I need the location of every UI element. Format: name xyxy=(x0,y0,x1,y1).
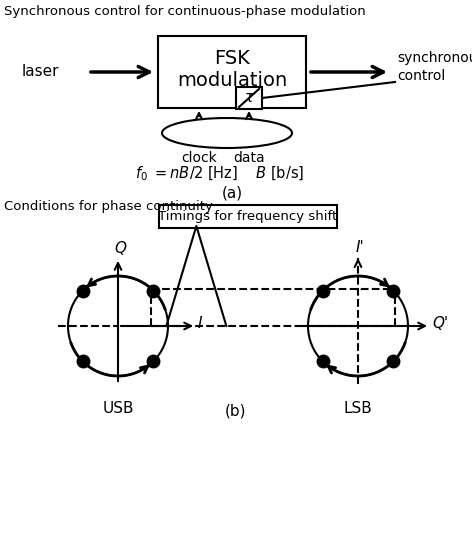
Text: clock: clock xyxy=(181,151,217,165)
Text: synchronous
control: synchronous control xyxy=(397,52,472,83)
Ellipse shape xyxy=(162,118,292,148)
Text: laser: laser xyxy=(22,65,59,79)
Text: τ: τ xyxy=(244,89,253,105)
Text: Timings for frequency shift: Timings for frequency shift xyxy=(159,210,337,223)
Text: I: I xyxy=(198,317,202,332)
Text: Q: Q xyxy=(114,241,126,256)
Text: (b): (b) xyxy=(225,403,247,418)
Bar xyxy=(158,36,306,108)
Text: Conditions for phase continuity: Conditions for phase continuity xyxy=(4,200,213,213)
Text: USB: USB xyxy=(102,401,134,416)
Bar xyxy=(236,87,262,109)
Text: Q': Q' xyxy=(432,317,448,332)
Text: data: data xyxy=(233,151,265,165)
Text: Synchronous control for continuous-phase modulation: Synchronous control for continuous-phase… xyxy=(4,5,366,18)
Text: (a): (a) xyxy=(221,186,243,201)
Text: FSK
modulation: FSK modulation xyxy=(177,49,287,89)
Text: I': I' xyxy=(355,240,364,255)
Bar xyxy=(159,205,337,228)
Text: LSB: LSB xyxy=(344,401,372,416)
Text: $f_0$ $=nB$/2 [Hz]    $B$ [b/s]: $f_0$ $=nB$/2 [Hz] $B$ [b/s] xyxy=(135,165,304,184)
